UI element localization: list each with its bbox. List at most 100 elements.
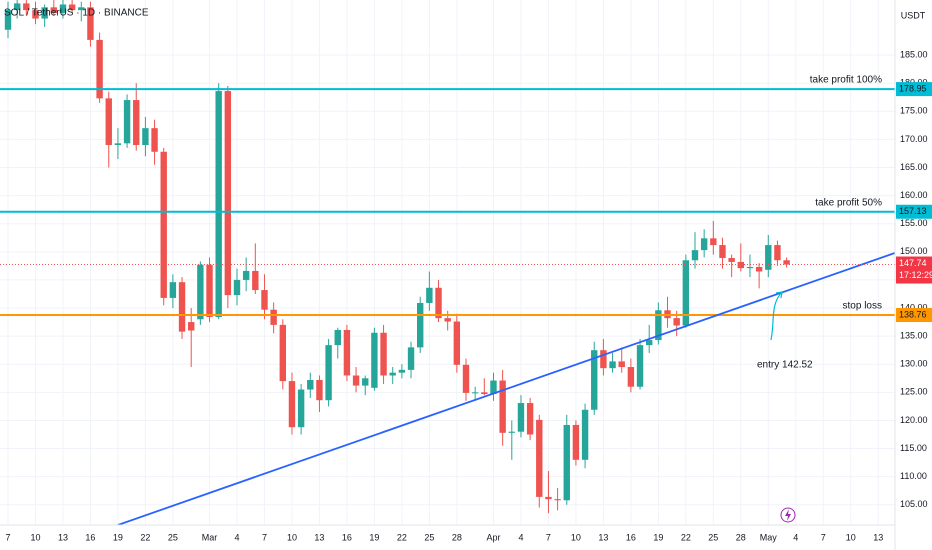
y-tick-label: 125.00 <box>900 387 928 397</box>
x-tick-label: 22 <box>681 532 691 542</box>
candle-body <box>105 98 112 146</box>
price-badge-label: 178.95 <box>899 83 927 93</box>
candle-body <box>325 345 332 401</box>
x-tick-label: 7 <box>821 532 826 542</box>
y-tick-label: 115.00 <box>900 443 927 453</box>
x-tick-label: Mar <box>202 532 218 542</box>
candle-body <box>700 238 708 251</box>
last-price-label: 147.74 <box>899 258 927 268</box>
x-tick-label: 16 <box>85 532 95 542</box>
candle-body <box>591 350 598 410</box>
price-badge <box>896 82 932 97</box>
y-tick-label: 160.00 <box>900 190 928 200</box>
price-badge-label: 157.13 <box>899 206 927 216</box>
plot <box>0 0 895 525</box>
candle-body <box>242 270 250 280</box>
candle-body <box>4 10 12 30</box>
candle-body <box>719 245 726 259</box>
candle-body <box>197 264 204 320</box>
candle-body <box>581 409 589 460</box>
candle-body <box>765 245 772 270</box>
candle-body <box>774 245 781 261</box>
x-tick-label: 13 <box>598 532 608 542</box>
candle-body <box>13 3 21 11</box>
x-tick-label: 10 <box>287 532 297 542</box>
x-tick-label: May <box>760 532 778 542</box>
event-icon[interactable] <box>780 507 796 523</box>
price-badge <box>896 204 932 219</box>
candle-body <box>536 419 543 497</box>
candle-body <box>123 100 131 144</box>
candle-body <box>636 345 644 387</box>
event-bolt <box>785 509 791 521</box>
x-tick-label: Apr <box>486 532 500 542</box>
candle-body <box>673 318 680 326</box>
candle-body <box>23 3 30 11</box>
candle-body <box>618 361 625 368</box>
candle-body <box>526 403 534 435</box>
x-tick-label: 4 <box>518 532 523 542</box>
x-tick-label: 7 <box>546 532 551 542</box>
candle-body <box>133 100 140 146</box>
candle-body <box>710 238 717 246</box>
candle-body <box>646 340 653 346</box>
candle-body <box>737 261 744 269</box>
candle-body <box>682 260 690 326</box>
candle-body <box>545 496 552 500</box>
x-tick-label: 25 <box>708 532 718 542</box>
entry-arrow <box>770 291 783 341</box>
candle-body <box>426 287 433 303</box>
candle-body <box>114 143 122 146</box>
candle-body <box>444 318 451 322</box>
candle-body <box>307 379 314 390</box>
x-tick-label: 10 <box>846 532 856 542</box>
candle-body <box>261 290 268 310</box>
candle-body <box>407 347 415 370</box>
y-tick-label: 140.00 <box>900 302 928 312</box>
candle-body <box>435 287 442 319</box>
candle-body <box>233 279 241 296</box>
candle-body <box>343 329 351 376</box>
candle-body <box>371 332 378 388</box>
x-tick-label: 25 <box>168 532 178 542</box>
axis-unit: USDT <box>901 10 926 20</box>
x-tick-label: 25 <box>424 532 434 542</box>
candle-body <box>362 378 369 386</box>
candle-body <box>252 270 259 291</box>
x-tick-label: 16 <box>626 532 636 542</box>
candle-body <box>517 403 525 432</box>
y-tick-label: 175.00 <box>900 106 928 116</box>
candle-body <box>600 350 607 369</box>
candle-body <box>334 329 341 346</box>
candle-body <box>627 367 635 387</box>
candle-body <box>32 10 39 19</box>
candle-body <box>554 499 561 501</box>
candle-body <box>352 375 360 386</box>
candle-body <box>508 431 515 433</box>
y-tick-label: 120.00 <box>900 415 928 425</box>
candle-body <box>389 372 396 376</box>
candle-body <box>297 389 305 428</box>
price-badge <box>896 308 932 322</box>
y-tick-label: 155.00 <box>900 218 928 228</box>
axes: 105.00 110.00 115.00 120.00 125.00 130.00 135.… <box>5 49 927 542</box>
candle-body <box>471 392 479 394</box>
candle-body <box>279 324 286 382</box>
x-tick-label: 16 <box>342 532 352 542</box>
price-badge-label: 138.76 <box>899 309 927 319</box>
y-tick-label: 130.00 <box>900 359 928 369</box>
candle-body <box>563 424 570 501</box>
x-tick-label: 19 <box>113 532 123 542</box>
x-tick-label: 22 <box>397 532 407 542</box>
x-tick-label: 13 <box>873 532 883 542</box>
candle-body <box>270 309 277 325</box>
y-tick-label: 150.00 <box>900 246 928 256</box>
x-tick-label: 13 <box>314 532 324 542</box>
candle-body <box>215 91 222 318</box>
candle-body <box>462 364 470 393</box>
candle-body <box>50 7 57 13</box>
countdown: 17:12:29 <box>899 270 932 280</box>
candle-body <box>316 379 323 401</box>
